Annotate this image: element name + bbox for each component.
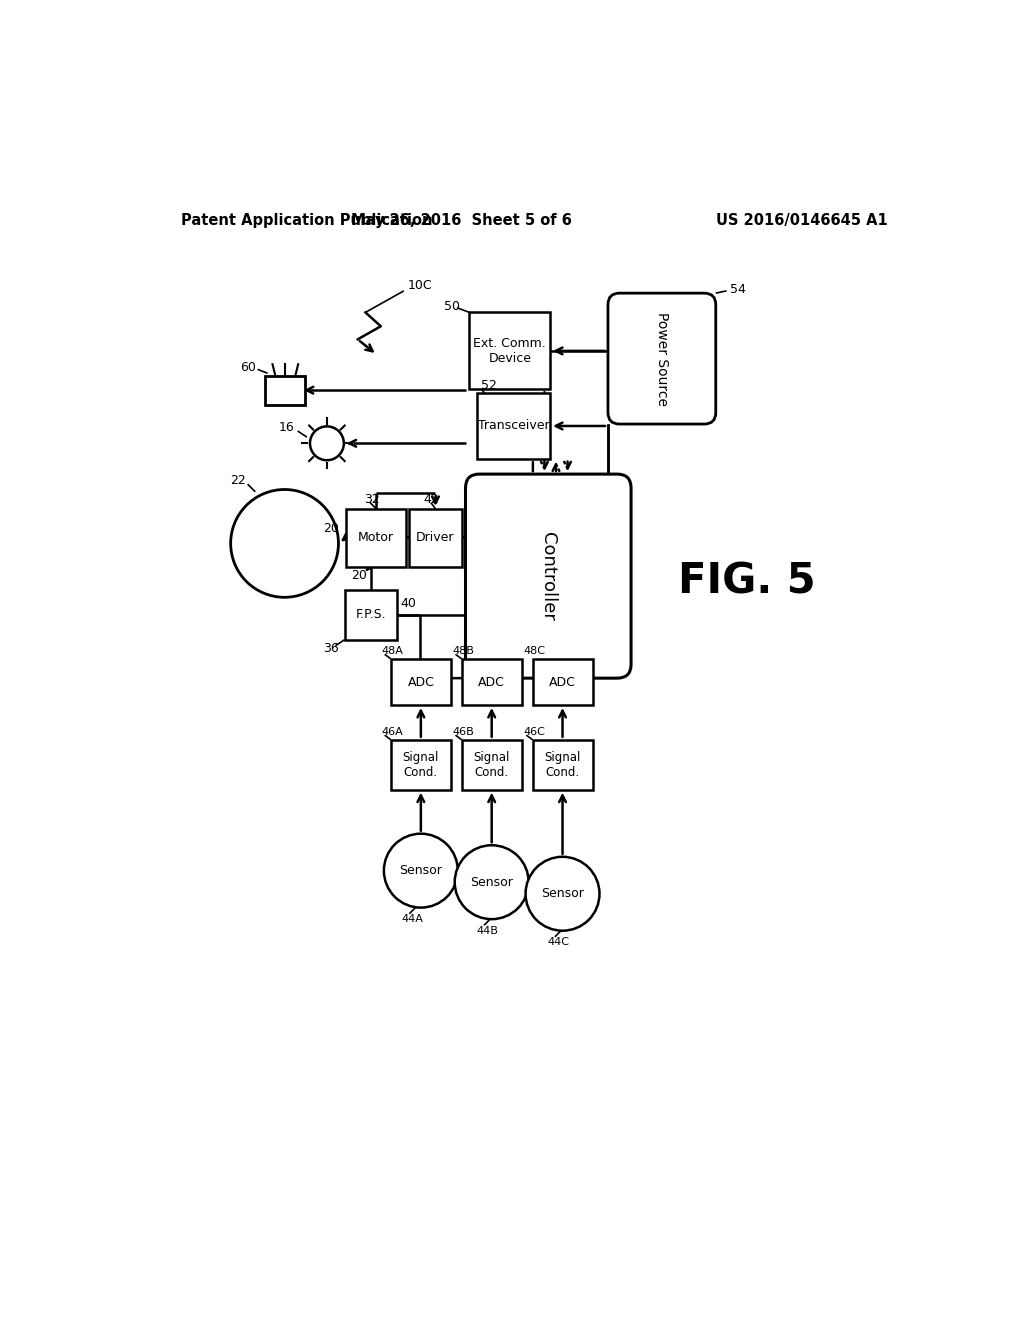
- Bar: [532, 739, 593, 789]
- Text: 48B: 48B: [453, 647, 474, 656]
- Text: Motor: Motor: [358, 531, 394, 544]
- Text: Sensor: Sensor: [541, 887, 584, 900]
- Text: 46A: 46A: [382, 727, 403, 737]
- Text: 54: 54: [730, 282, 745, 296]
- Bar: [462, 659, 521, 705]
- Text: 32: 32: [365, 492, 380, 506]
- Text: Driver: Driver: [416, 531, 455, 544]
- Text: 60: 60: [241, 362, 256, 375]
- Text: Patent Application Publication: Patent Application Publication: [180, 213, 432, 227]
- Text: 48A: 48A: [382, 647, 403, 656]
- Circle shape: [525, 857, 599, 931]
- FancyBboxPatch shape: [466, 474, 631, 678]
- Bar: [477, 393, 550, 459]
- Text: US 2016/0146645 A1: US 2016/0146645 A1: [716, 213, 888, 227]
- Text: 44B: 44B: [476, 925, 498, 936]
- Text: Signal: Signal: [545, 751, 581, 763]
- Text: Transceiver: Transceiver: [478, 420, 550, 433]
- Circle shape: [384, 834, 458, 908]
- Circle shape: [455, 845, 528, 919]
- Text: ADC: ADC: [408, 676, 434, 689]
- Text: 42: 42: [424, 492, 439, 506]
- Text: 20: 20: [351, 569, 368, 582]
- Text: 44C: 44C: [547, 937, 569, 948]
- FancyBboxPatch shape: [608, 293, 716, 424]
- Text: 48C: 48C: [523, 647, 545, 656]
- Text: May 26, 2016  Sheet 5 of 6: May 26, 2016 Sheet 5 of 6: [351, 213, 572, 227]
- Bar: [391, 739, 451, 789]
- Bar: [345, 590, 397, 640]
- Text: Sensor: Sensor: [470, 875, 513, 888]
- Text: Cond.: Cond.: [403, 766, 438, 779]
- Text: 16: 16: [279, 421, 295, 434]
- Text: 46C: 46C: [523, 727, 545, 737]
- Bar: [391, 659, 451, 705]
- Text: Signal: Signal: [473, 751, 510, 763]
- Text: 46B: 46B: [453, 727, 474, 737]
- Text: 50: 50: [444, 300, 461, 313]
- Text: 52: 52: [481, 379, 497, 392]
- Bar: [469, 313, 550, 389]
- Bar: [532, 659, 593, 705]
- Text: Power Source: Power Source: [655, 312, 669, 405]
- Circle shape: [230, 490, 339, 597]
- Text: Cond.: Cond.: [475, 766, 509, 779]
- Text: Signal: Signal: [402, 751, 439, 763]
- Text: F.P.S.: F.P.S.: [355, 609, 386, 622]
- Text: Sensor: Sensor: [399, 865, 442, 878]
- Text: FIG. 5: FIG. 5: [678, 561, 815, 603]
- Text: ADC: ADC: [478, 676, 505, 689]
- Text: 10C: 10C: [408, 279, 432, 292]
- Bar: [462, 739, 521, 789]
- Circle shape: [310, 426, 344, 461]
- Text: Ext. Comm.: Ext. Comm.: [473, 337, 546, 350]
- Text: 36: 36: [323, 643, 339, 656]
- Text: ADC: ADC: [549, 676, 575, 689]
- Text: Controller: Controller: [540, 532, 557, 620]
- Text: Device: Device: [488, 352, 531, 366]
- Text: 20: 20: [323, 521, 339, 535]
- Text: 44A: 44A: [401, 915, 424, 924]
- Text: 40: 40: [400, 597, 417, 610]
- Bar: [410, 508, 462, 566]
- Bar: [265, 376, 305, 405]
- Bar: [346, 508, 407, 566]
- Text: 22: 22: [230, 474, 246, 487]
- Text: Cond.: Cond.: [546, 766, 580, 779]
